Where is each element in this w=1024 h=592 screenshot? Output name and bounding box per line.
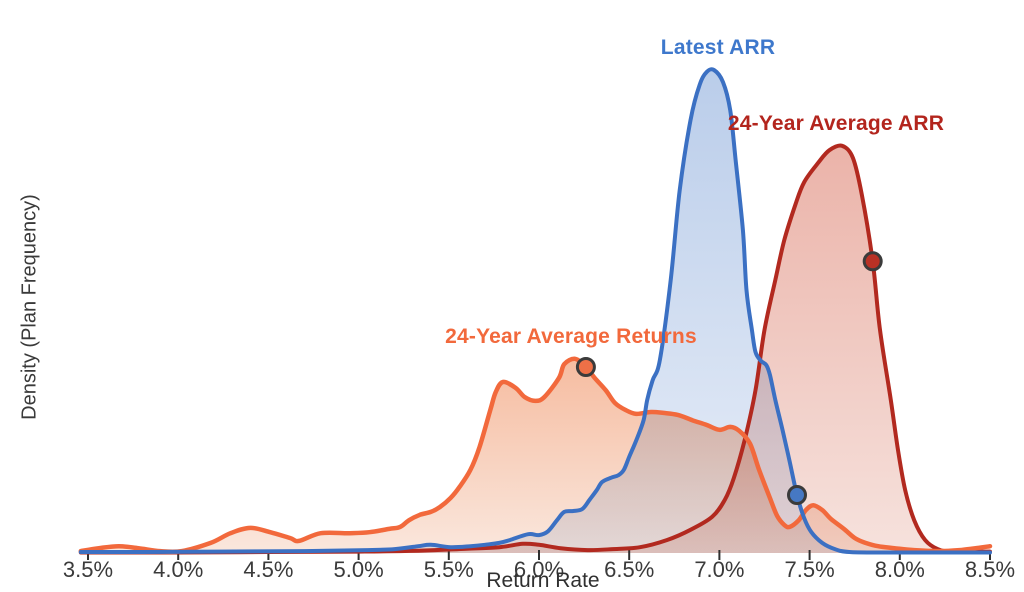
- x-axis-label: Return Rate: [486, 569, 600, 592]
- x-tick-label: 7.5%: [785, 557, 835, 582]
- x-tick-label: 5.0%: [334, 557, 384, 582]
- x-tick-label: 7.0%: [694, 557, 744, 582]
- marker-dot-latest_arr: [787, 485, 807, 505]
- x-tick-label: 4.5%: [243, 557, 293, 582]
- annotation-latest-arr: Latest ARR: [660, 36, 776, 59]
- x-tick-label: 6.0%: [514, 557, 564, 582]
- annotation-24-year-average-arr: 24-Year Average ARR: [727, 112, 945, 135]
- y-axis-label: Density (Plan Frequency): [18, 194, 41, 420]
- curve-latest_arr: [78, 67, 992, 555]
- curve-avg_arr: [78, 143, 992, 555]
- x-tick-label: 3.5%: [63, 557, 113, 582]
- marker-dot-avg_returns: [575, 357, 596, 377]
- x-tick-label: 8.5%: [965, 557, 1015, 582]
- x-tick-label: 6.5%: [604, 557, 654, 582]
- x-tick-label: 4.0%: [153, 557, 203, 582]
- area-latest_arr: [80, 69, 991, 553]
- annotation-24-year-average-returns: 24-Year Average Returns: [445, 325, 697, 348]
- x-tick-label: 5.5%: [424, 557, 474, 582]
- x-tick-label: 8.0%: [875, 557, 925, 582]
- marker-dot-avg_arr: [862, 251, 883, 272]
